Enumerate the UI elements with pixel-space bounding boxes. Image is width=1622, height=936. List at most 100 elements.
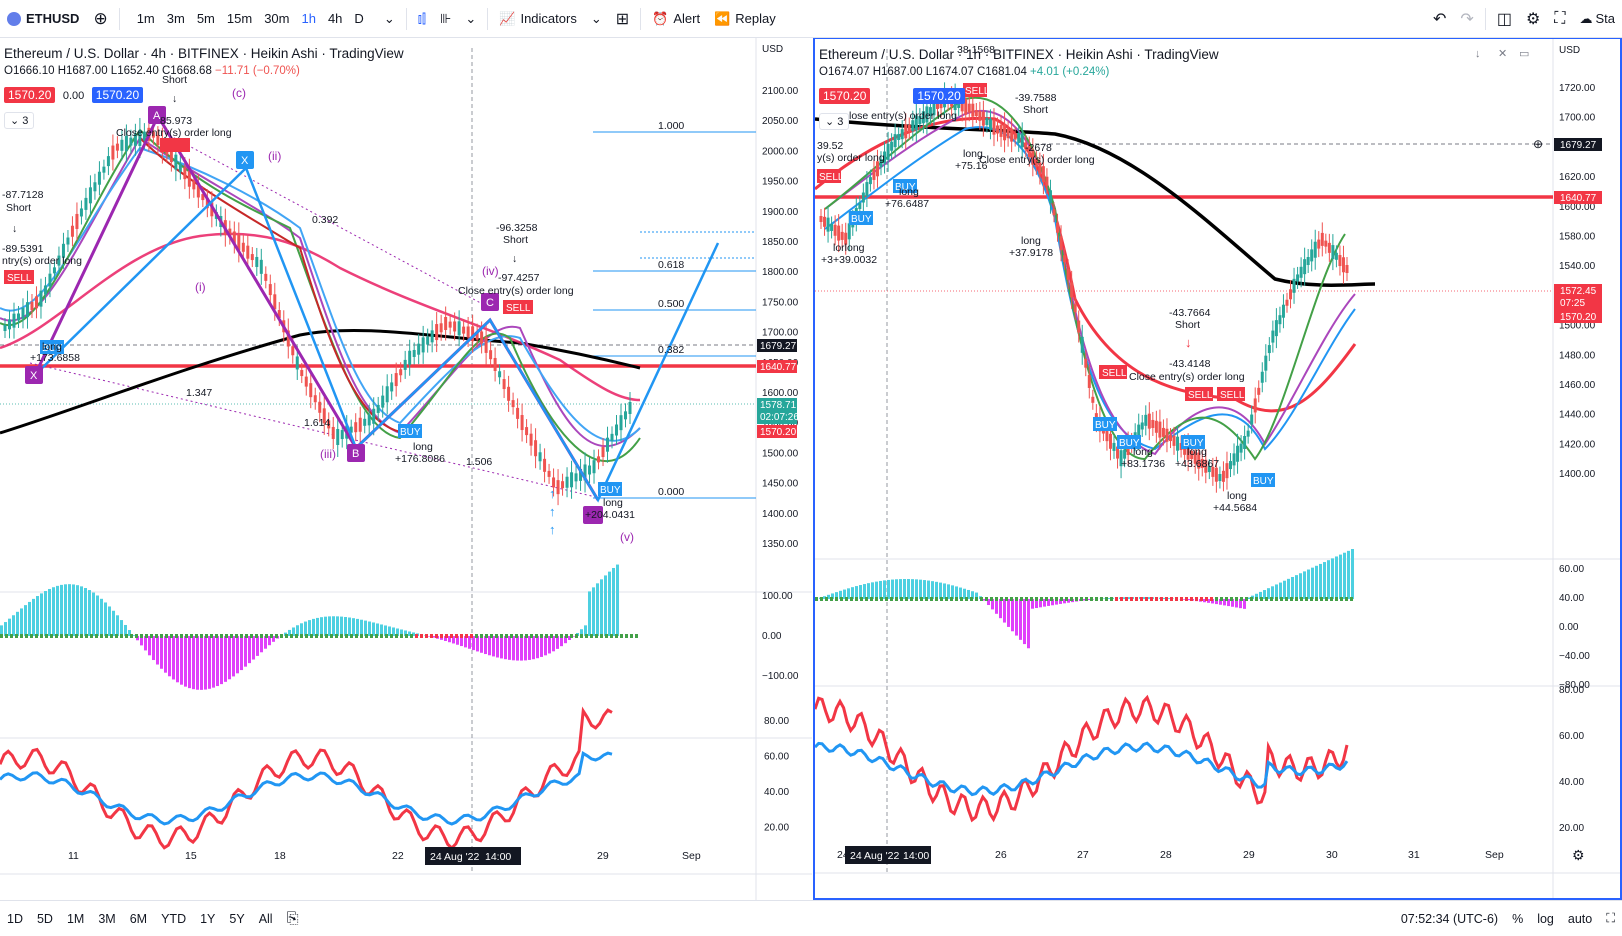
alert-button[interactable]: ⏰ Alert: [645, 0, 707, 38]
log-toggle[interactable]: log: [1537, 911, 1554, 926]
range-3m[interactable]: 3M: [98, 911, 116, 926]
auto-toggle[interactable]: auto: [1567, 911, 1593, 926]
annotation: lose entry(s) order long: [849, 110, 957, 122]
fib-ext-label: 1.614: [304, 417, 330, 429]
down-arrow-icon: ↓: [512, 253, 517, 265]
indicators-label: Indicators: [520, 11, 577, 26]
annotation: +173.6858: [30, 352, 80, 364]
price-tag: [757, 339, 797, 352]
down-arrow-icon: ↓: [172, 93, 177, 105]
chart-title[interactable]: Ethereum / U.S. Dollar · 4h · BITFINEX ·…: [4, 46, 404, 61]
settings-gear-icon[interactable]: ⚙: [1525, 10, 1541, 28]
layout-split-icon[interactable]: ◫: [1496, 10, 1512, 28]
left-chart-pane[interactable]: 1.000 0.618 0.500 0.382 0.000 0.392 1.34…: [0, 38, 812, 900]
indicators-dropdown-icon[interactable]: ⌄: [590, 10, 602, 26]
bar-style-icon[interactable]: ⫾⫿: [417, 10, 427, 26]
currency-selector[interactable]: USD: [762, 44, 783, 55]
buy-badge-label: BUY: [1119, 438, 1140, 449]
price-tick: 1600.00: [1559, 202, 1596, 213]
candle-type-icon[interactable]: ⊪: [440, 10, 452, 26]
symbol-search[interactable]: ETHUSD: [0, 0, 86, 38]
date-tick: 28: [1160, 849, 1172, 861]
range-5d[interactable]: 5D: [36, 911, 53, 926]
right-chart-pane[interactable]: 39.52 y(s) order long SELL BUY lorlong +…: [813, 38, 1622, 900]
buy-badge: [398, 424, 422, 438]
divider: [640, 7, 642, 30]
sell-badge: [1217, 387, 1245, 401]
buy-price-tag[interactable]: 1570.20: [913, 88, 965, 104]
annotation: +75.16: [955, 160, 988, 172]
fullscreen-icon[interactable]: ⛶: [1554, 9, 1566, 27]
timeframe-dropdown-icon[interactable]: ⌄: [383, 10, 395, 26]
range-1d[interactable]: 1D: [7, 911, 23, 926]
price-axis[interactable]: 2100.00 2050.00 2000.00 1950.00 1900.00 1850.…: [762, 86, 799, 550]
point-marker-b[interactable]: B: [347, 444, 365, 462]
point-marker-c[interactable]: C: [481, 293, 499, 311]
left-chart-canvas[interactable]: 1.000 0.618 0.500 0.382 0.000 0.392 1.34…: [0, 38, 812, 900]
time-axis[interactable]: 24 26 27 28 29 30 31 Sep: [837, 849, 1504, 861]
close-icon[interactable]: ✕: [1498, 48, 1507, 60]
sell-price-tag[interactable]: 1570.20: [819, 88, 871, 104]
right-chart-canvas[interactable]: 39.52 y(s) order long SELL BUY lorlong +…: [815, 39, 1620, 899]
price-tick: 2000.00: [762, 146, 799, 157]
settings-gear-icon[interactable]: ⚙: [1572, 847, 1585, 863]
timeframe-5m[interactable]: 5m: [196, 11, 215, 26]
timeframe-1m[interactable]: 1m: [136, 11, 155, 26]
range-6m[interactable]: 6M: [129, 911, 148, 926]
currency-selector[interactable]: USD: [1559, 45, 1580, 56]
timeframe-4h[interactable]: 4h: [327, 11, 343, 26]
timeframe-3m[interactable]: 3m: [166, 11, 185, 26]
rsi-tick: 60.00: [764, 752, 789, 763]
fullscreen-icon[interactable]: ⛶: [1606, 911, 1615, 925]
replay-button[interactable]: ⏪ Replay: [707, 0, 783, 38]
percent-toggle[interactable]: %: [1512, 911, 1524, 926]
indicator-count: 3: [837, 116, 844, 128]
buy-price-tag[interactable]: 1570.20: [91, 87, 144, 103]
fib-retracement[interactable]: [593, 131, 756, 499]
indicator-collapse-button[interactable]: ⌄ 3: [819, 113, 850, 130]
buy-badge-label: BUY: [42, 343, 63, 354]
point-marker-x[interactable]: X: [236, 151, 254, 169]
layout-grid-icon[interactable]: ⊞: [615, 10, 630, 28]
redo-icon[interactable]: ↷: [1460, 10, 1474, 28]
range-ytd[interactable]: YTD: [161, 911, 187, 926]
wave-label: (iv): [482, 264, 499, 278]
timeframe-D[interactable]: D: [354, 11, 364, 26]
divider: [1484, 7, 1486, 30]
range-1m[interactable]: 1M: [66, 911, 85, 926]
sell-badge: [1099, 365, 1127, 379]
annotation: Close entry(s) order long: [116, 127, 232, 139]
time-axis[interactable]: 11 15 18 22 29 Sep: [68, 850, 701, 862]
chart-type-dropdown-icon[interactable]: ⌄: [465, 10, 477, 26]
timeframe-15m[interactable]: 15m: [226, 11, 253, 26]
date-range-icon[interactable]: ⎘: [286, 910, 299, 927]
maximize-icon[interactable]: ▭: [1519, 48, 1529, 60]
annotation: +43.6867: [1175, 458, 1219, 470]
clock-timezone[interactable]: 07:52:34 (UTC-6): [1400, 911, 1499, 926]
snapshot-cloud-icon[interactable]: ☁ Sta: [1572, 0, 1622, 38]
rsi-tick: 80.00: [1559, 685, 1584, 696]
change-value: −11.71 (−0.70%): [215, 65, 300, 77]
compare-add-icon[interactable]: ⊕: [93, 8, 108, 28]
price-tag-label: 1578.71: [760, 400, 797, 411]
crosshair-plus-icon[interactable]: ⊕: [1533, 137, 1543, 151]
range-all[interactable]: All: [258, 911, 273, 926]
timeframe-30m[interactable]: 30m: [264, 11, 290, 26]
close-value: C1681.04: [976, 66, 1027, 78]
sell-price-tag[interactable]: 1570.20: [4, 87, 56, 103]
rsi-tick: 60.00: [1559, 731, 1584, 742]
point-marker-a[interactable]: A: [148, 106, 166, 124]
price-tick: 1480.00: [1559, 350, 1596, 361]
arrow-down-icon[interactable]: ↓: [1475, 48, 1481, 60]
indicator-collapse-button[interactable]: ⌄ 3: [4, 112, 35, 129]
fib-label: 0.000: [658, 486, 684, 498]
indicators-button[interactable]: 📈 Indicators: [492, 0, 584, 38]
range-5y[interactable]: 5Y: [229, 911, 245, 926]
annotation: Close entry(s) order long: [458, 285, 574, 297]
point-marker-x2[interactable]: X: [25, 366, 43, 384]
undo-icon[interactable]: ↶: [1433, 10, 1447, 28]
chart-title[interactable]: Ethereum / U.S. Dollar · 1h · BITFINEX ·…: [819, 47, 1219, 62]
timeframe-1h[interactable]: 1h: [301, 11, 316, 26]
buy-badge: [849, 211, 873, 225]
range-1y[interactable]: 1Y: [200, 911, 216, 926]
